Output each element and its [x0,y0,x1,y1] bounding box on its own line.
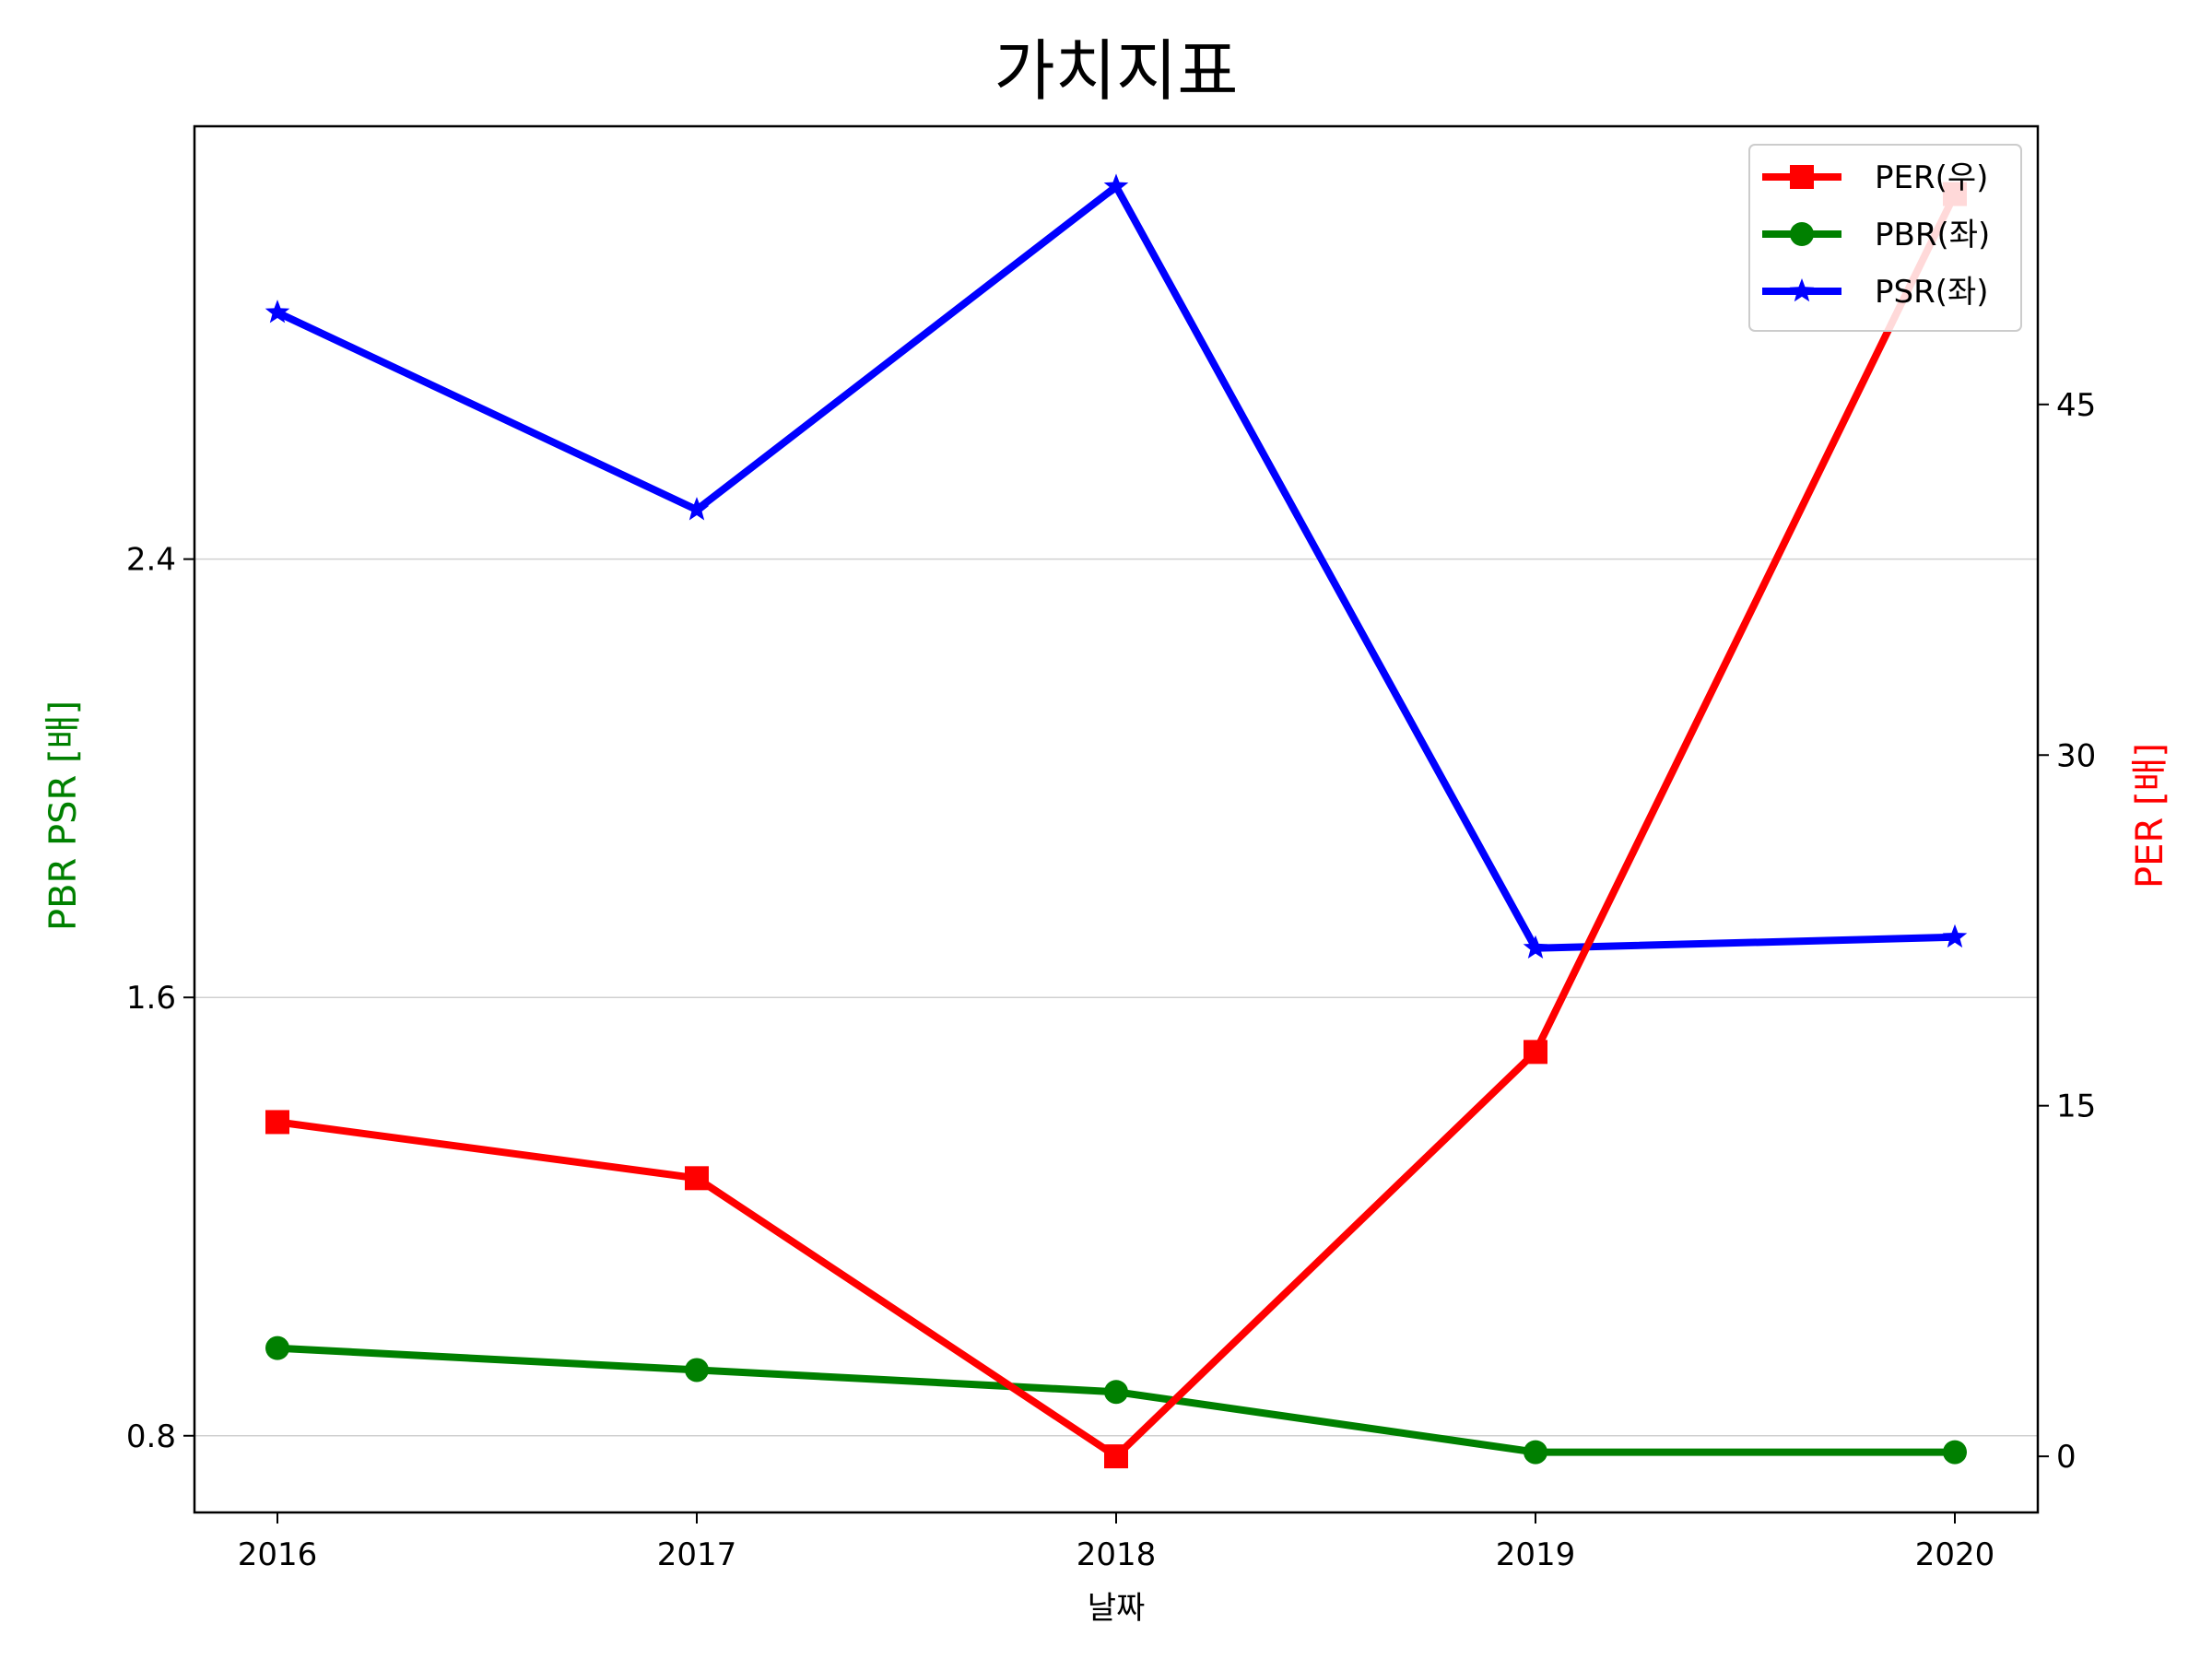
right-tick-label: 0 [2056,1439,2077,1476]
left-axis: 0.8 1.6 2.4 [126,542,194,1455]
legend-marker [1790,165,1814,189]
legend-marker [1790,222,1814,246]
left-axis-label: PBR PSR [배] [42,700,85,931]
x-axis-label: 날짜 [1088,1590,1146,1627]
legend-item-pbr: PBR(좌) [1762,217,1990,253]
right-tick-label: 45 [2056,387,2096,424]
data-point-psr [1523,935,1548,959]
right-axis: 0 15 30 45 [2038,387,2096,1476]
data-point-pbr [1104,1380,1128,1405]
series-layer [265,173,1968,1469]
x-tick-label: 2016 [238,1536,318,1573]
series-per [265,182,1967,1469]
legend-marker [1789,278,1815,302]
data-point-pbr [265,1335,289,1360]
legend-label: PBR(좌) [1875,217,1990,253]
data-point-psr [1103,173,1129,197]
data-point-pbr [1524,1440,1547,1465]
data-point-pbr [685,1358,709,1382]
data-point-pbr [1943,1440,1967,1465]
legend-item-per: PER(우) [1762,159,1988,196]
data-point-psr [265,300,290,324]
x-tick-label: 2020 [1915,1536,1995,1573]
data-point-psr [684,497,710,521]
x-tick-label: 2018 [1077,1536,1157,1573]
chart-title: 가치지표 [994,32,1239,110]
series-psr [265,173,1968,959]
x-tick-label: 2017 [657,1536,737,1573]
legend-label: PSR(좌) [1875,274,1989,311]
legend-label: PER(우) [1875,159,1988,196]
legend: PER(우) PBR(좌) PSR(좌) [1748,144,2022,332]
left-tick-label: 1.6 [126,980,176,1017]
data-point-per [685,1166,709,1191]
series-pbr [265,1335,1967,1465]
right-tick-label: 30 [2056,737,2096,774]
legend-box [1748,144,2022,332]
left-tick-label: 2.4 [126,542,176,579]
left-tick-label: 0.8 [126,1418,176,1455]
x-tick-label: 2019 [1496,1536,1576,1573]
right-tick-label: 15 [2056,1088,2096,1125]
grid-layer [194,558,2038,1437]
data-point-per [1104,1444,1128,1469]
data-point-psr [1942,924,1968,948]
legend-item-psr: PSR(좌) [1762,274,1989,311]
data-point-per [265,1110,289,1135]
right-axis-label: PER [배] [2129,743,2171,888]
x-axis: 2016 2017 2018 2019 2020 [238,1512,1995,1573]
data-point-per [1524,1040,1547,1065]
